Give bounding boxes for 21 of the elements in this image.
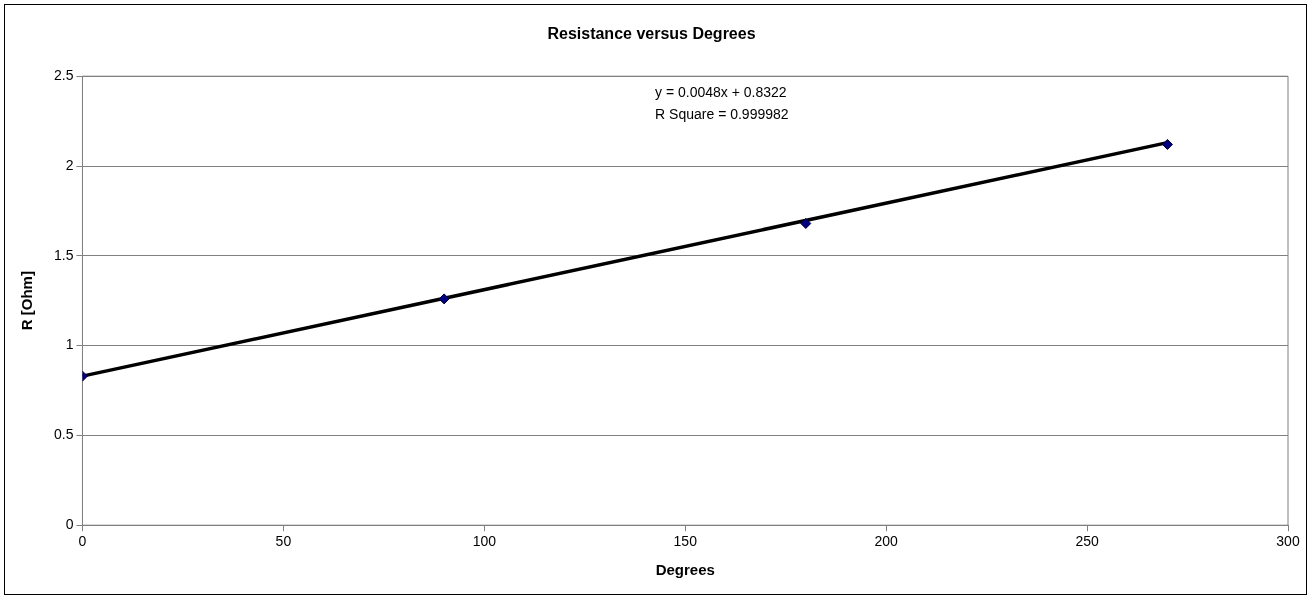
x-tick-label: 150 [673, 533, 698, 550]
point [800, 217, 812, 229]
y-tick-label: 2 [65, 156, 74, 173]
x-tick-label: 50 [275, 533, 292, 550]
y-tick-label: 0.5 [53, 426, 74, 443]
x-tick-label: 0 [78, 533, 87, 550]
annotation: y = 0.0048x + 0.8322 [655, 84, 787, 101]
y-axis-title: R [Ohm] [18, 271, 36, 331]
x-tick-label: 250 [1075, 533, 1099, 550]
x-tick-label: 200 [874, 533, 899, 550]
x-tick-label: 300 [1276, 533, 1300, 550]
y-tick-label: 0 [65, 516, 74, 533]
point [1161, 138, 1173, 150]
y-tick-label: 1.5 [53, 246, 74, 263]
y-tick-label: 2.5 [53, 67, 74, 84]
annotation: R Square = 0.999982 [655, 106, 789, 123]
x-axis-title: Degrees [655, 561, 715, 579]
y-tick-label: 1 [65, 336, 74, 353]
chart-title: Resistance versus Degrees [547, 25, 756, 43]
x-tick-label: 100 [472, 533, 497, 550]
point [438, 293, 450, 305]
